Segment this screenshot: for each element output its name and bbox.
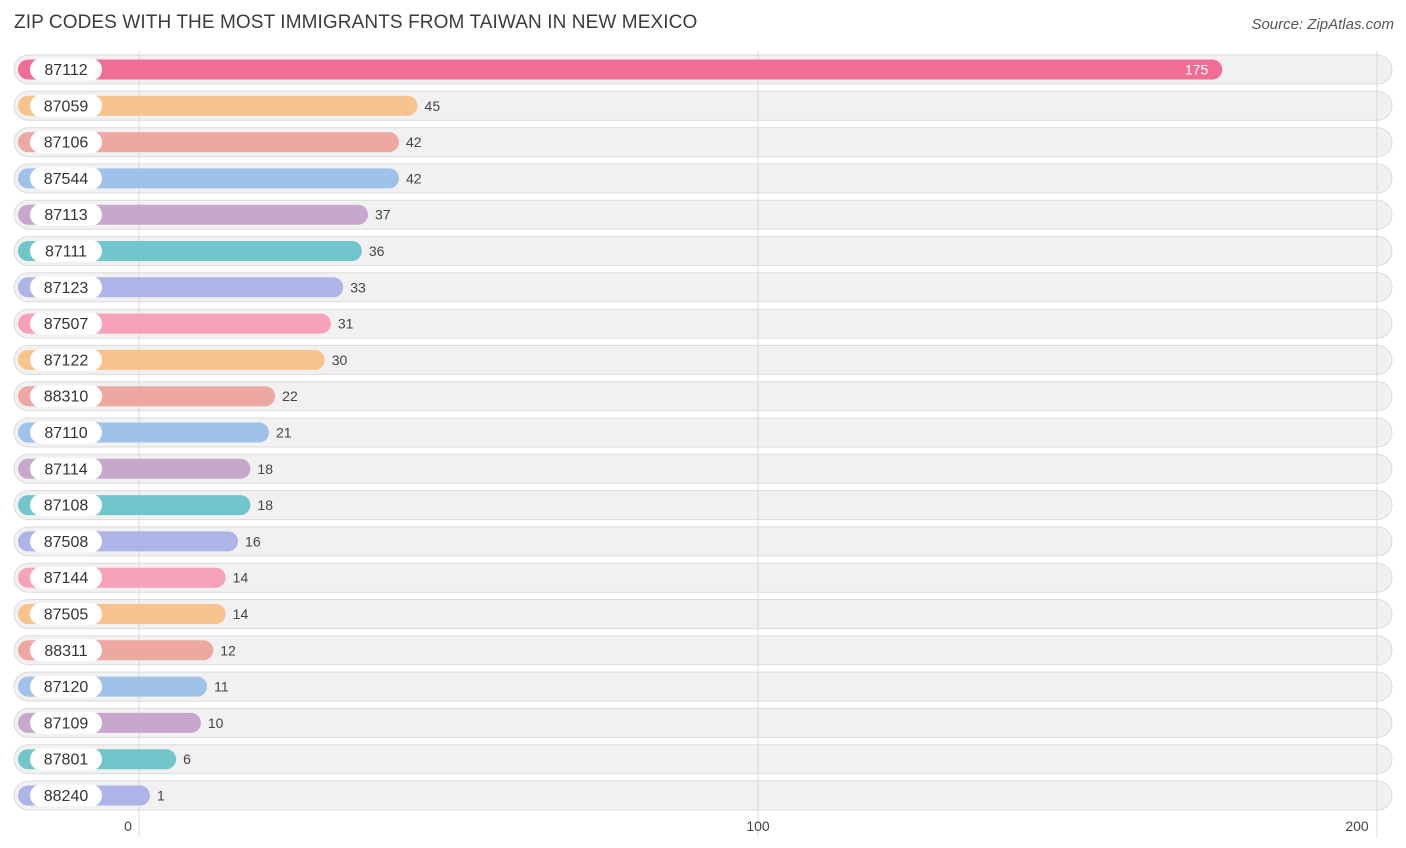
value-label: 1 [157,788,165,804]
value-label: 6 [183,751,191,767]
zip-label-pill [30,457,102,480]
bars: 87112 175 87059 45 87106 42 87544 42 87113 37 8711… [18,58,1223,807]
bar[interactable] [18,59,1223,80]
zip-label-pill [30,639,102,662]
value-label: 18 [257,461,273,477]
x-tick-label: 100 [746,818,770,834]
zip-label-pill [30,566,102,589]
bar[interactable] [18,95,418,116]
zip-label: 87108 [44,498,89,515]
row-background [13,272,1393,303]
zip-label: 87144 [44,570,89,587]
zip-label-pill [30,131,102,154]
value-label: 42 [406,170,422,186]
zip-label-pill [30,240,102,262]
zip-label-pill [30,94,102,117]
zip-label: 87508 [44,534,89,551]
bar[interactable] [18,168,399,189]
zip-label-pill [30,494,102,517]
zip-label-pill [30,784,102,807]
x-tick-label: 0 [124,818,132,834]
zip-label: 87120 [44,679,89,696]
value-label: 18 [257,497,273,513]
row-background [13,526,1393,557]
row-background [13,562,1393,593]
x-tick-label: 200 [1345,818,1369,834]
row-background [13,635,1393,666]
zip-label: 87544 [44,171,89,188]
zip-label: 87113 [44,207,87,224]
zip-label-pill [30,58,102,81]
zip-label: 87122 [44,352,89,369]
value-label: 21 [276,425,292,441]
zip-label: 87109 [44,715,89,732]
row-background [13,599,1393,629]
row-background [13,744,1393,775]
value-label: 36 [369,243,385,259]
source-credit: Source: ZipAtlas.com [1251,16,1394,33]
x-axis-ticks: 0 100 200 [124,818,1369,834]
row-background [13,308,1393,339]
zip-label: 87112 [44,62,87,79]
zip-label: 88311 [44,643,87,660]
row-background [13,417,1393,448]
row-background [13,671,1393,702]
value-label: 16 [245,533,261,549]
zip-label: 87114 [44,461,87,478]
value-label: 175 [1185,62,1209,78]
zip-label: 87111 [45,244,87,261]
bar[interactable] [18,204,369,225]
row-background [13,453,1393,484]
zip-label-pill [30,748,102,771]
zip-label: 87059 [44,98,89,115]
zip-label: 87801 [44,752,89,769]
zip-label-pill [30,203,102,226]
bar[interactable] [18,132,399,153]
zip-label-pill [30,276,102,299]
zip-label-pill [30,530,102,553]
zip-label: 88310 [44,389,89,406]
value-label: 31 [338,316,354,332]
zip-label: 87123 [44,280,89,297]
value-label: 33 [350,279,366,295]
value-label: 12 [220,642,236,658]
row-background [13,381,1393,412]
value-label: 45 [425,98,441,114]
value-label: 14 [233,606,249,622]
zip-label-pill [30,421,102,444]
bar[interactable] [18,241,362,261]
row-background [13,490,1393,521]
value-label: 30 [332,352,348,368]
zip-label: 87507 [44,316,89,333]
zip-label: 87106 [44,135,89,152]
zip-label: 87110 [44,425,87,442]
value-label: 42 [406,134,422,150]
row-background [13,344,1393,375]
zip-label-pill [30,167,102,190]
value-label: 11 [214,679,229,695]
value-label: 10 [208,715,224,731]
row-background [13,780,1393,811]
chart-title: ZIP CODES WITH THE MOST IMMIGRANTS FROM … [14,12,698,33]
value-label: 14 [233,570,249,586]
zip-label-pill [30,348,102,371]
row-background [13,707,1393,738]
zip-label-pill [30,675,102,698]
zip-label-pill [30,385,102,408]
zip-label-pill [30,603,102,625]
zip-label-pill [30,711,102,734]
zip-label: 88240 [44,788,89,805]
zip-label-pill [30,312,102,335]
value-label: 22 [282,388,298,404]
zip-label: 87505 [44,607,89,624]
value-label: 37 [375,207,391,223]
